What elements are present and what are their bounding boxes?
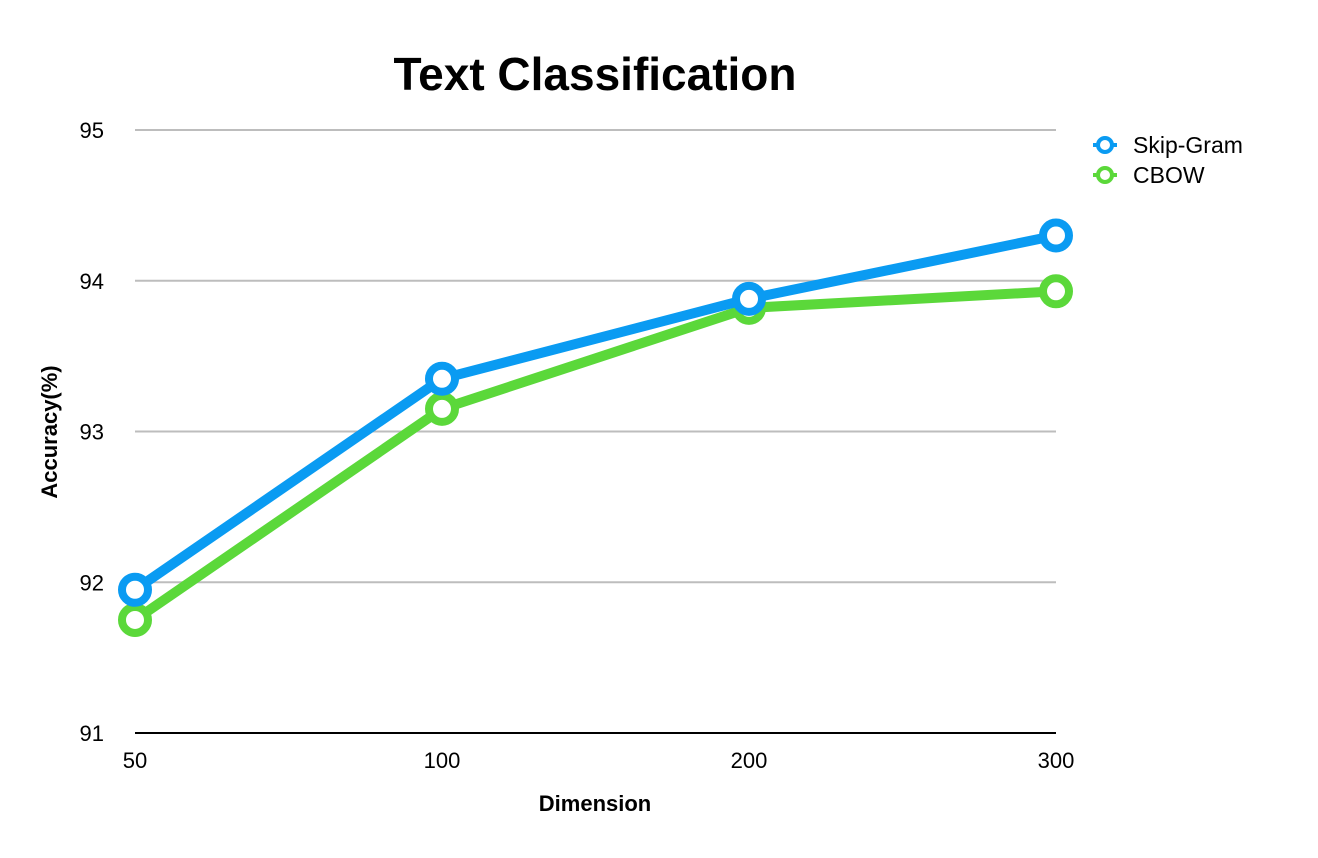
x-axis-ticks: 50 100 200 300 bbox=[123, 748, 1075, 773]
y-axis-ticks: 91 92 93 94 95 bbox=[80, 118, 104, 746]
y-tick-label: 95 bbox=[80, 118, 104, 143]
x-tick-label: 100 bbox=[424, 748, 461, 773]
series bbox=[118, 218, 1073, 637]
y-tick-label: 91 bbox=[80, 721, 104, 746]
x-tick-label: 200 bbox=[731, 748, 768, 773]
legend-item: CBOW bbox=[1093, 162, 1205, 188]
chart-title: Text Classification bbox=[393, 48, 796, 100]
y-tick-label: 93 bbox=[80, 420, 104, 445]
legend-marker bbox=[1096, 166, 1114, 184]
series-skip-gram bbox=[118, 218, 1073, 607]
data-point bbox=[118, 572, 152, 607]
y-tick-label: 92 bbox=[80, 570, 104, 595]
data-point bbox=[425, 361, 459, 396]
grid bbox=[135, 129, 1056, 734]
y-axis-label: Accuracy(%) bbox=[37, 365, 62, 498]
legend-item: Skip-Gram bbox=[1093, 132, 1243, 158]
data-point bbox=[425, 391, 459, 426]
data-point bbox=[732, 281, 766, 316]
data-point bbox=[118, 602, 152, 637]
series-line bbox=[130, 230, 1061, 595]
data-point bbox=[1039, 274, 1073, 309]
legend-label: Skip-Gram bbox=[1133, 132, 1243, 158]
legend: Skip-Gram CBOW bbox=[1093, 132, 1243, 188]
data-point bbox=[1039, 218, 1073, 253]
x-tick-label: 50 bbox=[123, 748, 147, 773]
series-line bbox=[130, 286, 1061, 625]
x-tick-label: 300 bbox=[1038, 748, 1075, 773]
y-tick-label: 94 bbox=[80, 269, 104, 294]
x-axis-label: Dimension bbox=[539, 791, 651, 816]
series-cbow bbox=[118, 274, 1073, 637]
legend-label: CBOW bbox=[1133, 162, 1205, 188]
legend-marker bbox=[1096, 136, 1114, 154]
